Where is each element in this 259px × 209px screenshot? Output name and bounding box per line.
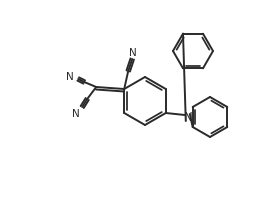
Text: N: N (72, 109, 80, 119)
Text: N: N (129, 48, 137, 58)
Text: N: N (66, 72, 74, 82)
Text: N: N (183, 111, 192, 124)
